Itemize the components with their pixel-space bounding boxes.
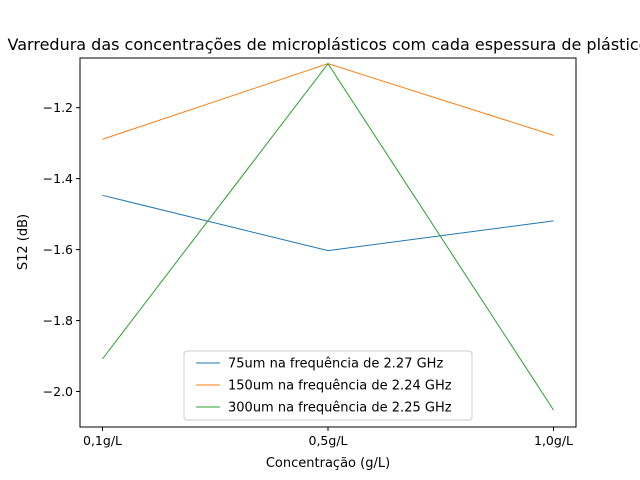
y-tick-label: −1.4 — [43, 171, 73, 186]
legend-label: 75um na frequência de 2.27 GHz — [228, 357, 443, 372]
y-axis-label: S12 (dB) — [16, 214, 31, 270]
series-line-0 — [102, 194, 554, 252]
y-tick-label: −2.0 — [43, 384, 73, 399]
y-tick-label: −1.6 — [43, 242, 73, 257]
series-line-2 — [102, 62, 554, 411]
x-tick-label: 0,5g/L — [309, 433, 348, 448]
series-lines — [102, 62, 554, 411]
legend-label: 300um na frequência de 2.25 GHz — [228, 401, 452, 416]
legend: 75um na frequência de 2.27 GHz 150um na f… — [183, 350, 473, 421]
y-tick-label: −1.8 — [43, 313, 73, 328]
chart-title: Varredura das concentrações de microplás… — [8, 35, 640, 54]
legend-label: 150um na frequência de 2.24 GHz — [228, 379, 452, 394]
x-axis-label: Concentração (g/L) — [266, 456, 390, 471]
legend-frame — [183, 350, 473, 421]
x-tick-label: 0,1g/L — [83, 433, 122, 448]
x-ticks: 0,1g/L 0,5g/L 1,0g/L — [83, 427, 573, 448]
y-ticks: −2.0 −1.8 −1.6 −1.4 −1.2 — [43, 100, 80, 399]
plot-frame — [79, 57, 577, 428]
y-tick-label: −1.2 — [43, 100, 73, 115]
x-tick-label: 1,0g/L — [534, 433, 573, 448]
